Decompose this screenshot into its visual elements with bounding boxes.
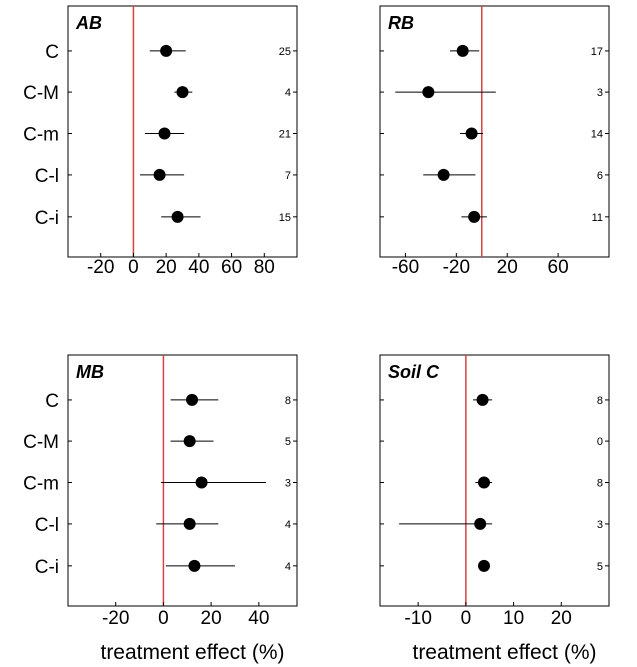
sample-size-label: 8 (597, 395, 603, 407)
x-tick-label: -20 (443, 257, 470, 278)
data-point (171, 210, 184, 223)
sample-size-label: 17 (591, 46, 603, 58)
data-point (188, 559, 201, 572)
x-tick-label: 20 (497, 257, 518, 278)
sample-size-label: 5 (285, 436, 291, 448)
category-label: C-M (23, 432, 59, 453)
data-point (195, 476, 208, 489)
data-point (437, 168, 450, 181)
x-tick-label: 20 (551, 608, 572, 629)
x-tick-label: -10 (404, 608, 431, 629)
category-label: C (45, 42, 59, 63)
sample-size-label: 4 (285, 519, 291, 531)
sample-size-label: 3 (285, 478, 291, 490)
data-point (153, 168, 166, 181)
panel-frame (379, 5, 610, 258)
category-label: C (45, 391, 59, 412)
panel-frame (67, 5, 298, 258)
x-tick-label: 80 (254, 257, 275, 278)
sample-size-label: 7 (285, 170, 291, 182)
sample-size-label: 8 (285, 395, 291, 407)
x-tick-label: -20 (102, 608, 129, 629)
sample-size-label: 11 (592, 212, 603, 224)
data-point (183, 435, 196, 448)
x-tick-label: 60 (221, 257, 242, 278)
panel-frame (67, 354, 298, 607)
data-point (183, 517, 196, 530)
data-point (478, 559, 491, 572)
data-point (465, 127, 478, 140)
sample-size-label: 25 (279, 46, 291, 58)
sample-size-label: 5 (597, 561, 603, 573)
sample-size-label: 3 (597, 519, 603, 531)
data-point (160, 44, 173, 57)
panel-0: AB -20 0 20 40 60 80 C 25 C-M 4 C-m 21 C-l 7 C-i 15 (23, 5, 298, 278)
category-label: C-M (23, 83, 59, 104)
data-point (474, 517, 487, 530)
data-point (456, 44, 469, 57)
sample-size-label: 8 (597, 478, 603, 490)
panel-1: RB -60 -20 20 60 17 3 14 6 11 (379, 5, 610, 278)
x-axis-label: treatment effect (%) (412, 641, 596, 664)
data-point (176, 86, 189, 99)
x-tick-label: 60 (548, 257, 569, 278)
data-point (422, 86, 435, 99)
category-label: C-i (35, 557, 59, 578)
category-label: C-l (35, 166, 59, 187)
x-tick-label: 0 (461, 608, 472, 629)
category-label: C-m (23, 125, 59, 146)
sample-size-label: 21 (279, 129, 291, 141)
panel-3: Soil C -10 0 10 20 8 0 8 3 5 treatment effect (%) (379, 354, 610, 664)
panel-2: MB -20 0 20 40 C 8 C-M 5 C-m 3 C-l 4 C-i 4 treatment ef… (23, 354, 298, 664)
panel-title: RB (388, 13, 414, 33)
panel-title: AB (75, 13, 102, 33)
x-tick-label: 40 (248, 608, 269, 629)
category-label: C-m (23, 474, 59, 495)
x-tick-label: -20 (87, 257, 114, 278)
x-axis-label: treatment effect (%) (100, 641, 284, 664)
x-tick-label: 10 (503, 608, 524, 629)
sample-size-label: 4 (285, 561, 291, 573)
sample-size-label: 15 (279, 212, 291, 224)
sample-size-label: 0 (597, 436, 603, 448)
x-tick-label: 20 (201, 608, 222, 629)
data-point (186, 393, 199, 406)
sample-size-label: 6 (597, 170, 603, 182)
panel-title: Soil C (388, 362, 440, 382)
x-tick-label: 20 (156, 257, 177, 278)
panel-title: MB (76, 362, 104, 382)
panel-frame (379, 354, 610, 607)
x-tick-label: 40 (188, 257, 209, 278)
sample-size-label: 3 (597, 87, 603, 99)
x-tick-label: 0 (128, 257, 139, 278)
category-label: C-l (35, 515, 59, 536)
x-tick-label: -60 (392, 257, 419, 278)
sample-size-label: 4 (285, 87, 291, 99)
data-point (158, 127, 171, 140)
data-point (478, 476, 491, 489)
x-tick-label: 0 (158, 608, 169, 629)
sample-size-label: 14 (591, 129, 603, 141)
data-point (476, 393, 489, 406)
data-point (468, 210, 481, 223)
category-label: C-i (35, 208, 59, 229)
